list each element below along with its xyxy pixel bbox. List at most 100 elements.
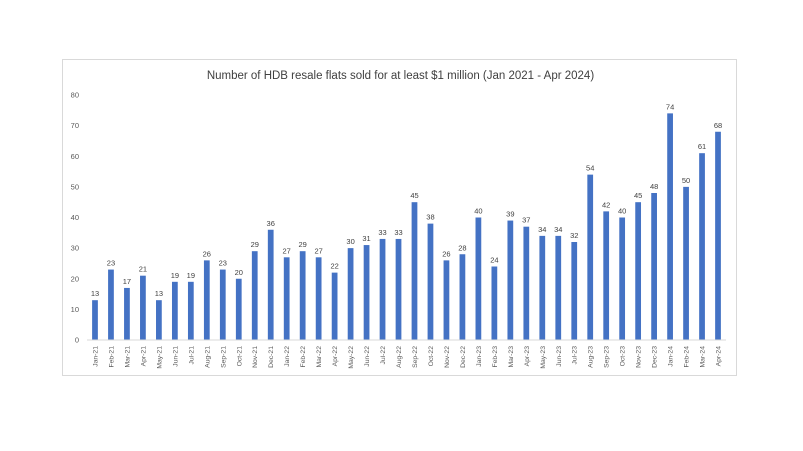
data-label: 48 <box>650 182 658 191</box>
bar-oct-23 <box>619 217 626 340</box>
bar-oct-22 <box>427 223 434 340</box>
data-label: 24 <box>490 256 498 265</box>
chart-container: Number of HDB resale flats sold for at l… <box>62 59 737 376</box>
data-label: 23 <box>107 259 115 268</box>
data-label: 27 <box>314 246 322 255</box>
bar-aug-21 <box>203 260 210 340</box>
y-tick-label: 0 <box>75 336 79 345</box>
chart-title: Number of HDB resale flats sold for at l… <box>207 70 595 82</box>
bar-dec-21 <box>267 229 274 340</box>
x-tick-label: Oct-23 <box>620 346 627 367</box>
bar-jul-21 <box>187 281 194 340</box>
data-label: 34 <box>538 225 546 234</box>
data-label: 29 <box>298 240 306 249</box>
x-tick-label: May-23 <box>540 346 547 369</box>
x-tick-label: Sep-22 <box>412 346 419 368</box>
x-tick-label: Jan-21 <box>92 346 99 367</box>
bar-apr-22 <box>331 272 338 340</box>
x-tick-label: Sep-21 <box>220 346 227 368</box>
data-label: 32 <box>570 231 578 240</box>
x-tick-label: Mar-21 <box>124 346 131 368</box>
data-label: 40 <box>474 207 482 216</box>
bar-aug-22 <box>395 238 402 340</box>
x-tick-label: Feb-24 <box>684 346 691 368</box>
y-tick-label: 70 <box>71 121 79 130</box>
data-label: 13 <box>91 289 99 298</box>
data-label: 54 <box>586 164 594 173</box>
bar-mar-23 <box>507 220 514 340</box>
data-label: 45 <box>634 191 642 200</box>
data-label: 38 <box>426 213 434 222</box>
data-label: 26 <box>442 249 450 258</box>
bar-sep-22 <box>411 202 418 340</box>
bar-apr-24 <box>715 131 721 340</box>
bar-nov-22 <box>443 260 450 340</box>
x-tick-label: Dec-22 <box>460 346 467 368</box>
data-label: 19 <box>187 271 195 280</box>
data-label: 19 <box>171 271 179 280</box>
bar-apr-23 <box>523 226 530 340</box>
x-tick-label: Nov-22 <box>444 346 451 368</box>
data-label: 13 <box>155 289 163 298</box>
y-tick-label: 10 <box>71 305 79 314</box>
x-tick-label: Dec-21 <box>268 346 275 368</box>
bar-nov-23 <box>635 202 642 340</box>
x-tick-label: Nov-23 <box>636 346 643 368</box>
data-label: 34 <box>554 225 562 234</box>
x-tick-label: Sep-23 <box>604 346 611 368</box>
x-tick-label: Jan-22 <box>284 346 291 367</box>
data-label: 20 <box>235 268 243 277</box>
x-tick-label: Jan-24 <box>668 346 675 367</box>
bar-jun-22 <box>363 245 370 340</box>
bar-jul-23 <box>571 242 578 340</box>
x-tick-label: Apr-23 <box>524 346 531 367</box>
bar-dec-23 <box>651 193 657 340</box>
bar-feb-21 <box>108 269 114 340</box>
x-tick-label: Jun-23 <box>556 346 563 367</box>
data-label: 29 <box>251 240 259 249</box>
x-tick-label: Mar-24 <box>700 346 707 368</box>
data-label: 28 <box>458 243 466 252</box>
bar-dec-22 <box>459 254 466 340</box>
x-tick-label: Aug-21 <box>204 346 211 368</box>
data-label: 26 <box>203 249 211 258</box>
data-label: 23 <box>219 259 227 268</box>
bar-aug-23 <box>587 174 594 340</box>
x-tick-label: Dec-23 <box>652 346 659 368</box>
data-label: 40 <box>618 207 626 216</box>
y-tick-label: 30 <box>71 244 79 253</box>
x-tick-label: Feb-22 <box>300 346 307 368</box>
x-tick-label: May-22 <box>348 346 355 369</box>
x-tick-label: Feb-21 <box>108 346 115 368</box>
x-tick-label: Mar-22 <box>316 346 323 368</box>
data-label: 39 <box>506 210 514 219</box>
data-label: 17 <box>123 277 131 286</box>
bar-mar-22 <box>315 257 322 340</box>
bar-oct-21 <box>235 278 242 340</box>
data-label: 45 <box>410 191 418 200</box>
data-label: 33 <box>378 228 386 237</box>
data-label: 42 <box>602 200 610 209</box>
data-label: 50 <box>682 176 690 185</box>
data-label: 74 <box>666 102 674 111</box>
bar-nov-21 <box>251 251 258 340</box>
x-tick-label: Aug-22 <box>396 346 403 368</box>
bar-feb-24 <box>683 186 689 340</box>
x-tick-label: Jan-23 <box>476 346 483 367</box>
data-label: 33 <box>394 228 402 237</box>
x-tick-label: Mar-23 <box>508 346 515 368</box>
bar-jun-23 <box>555 235 562 340</box>
bar-may-23 <box>539 235 546 340</box>
data-label: 37 <box>522 216 530 225</box>
x-tick-label: Oct-22 <box>428 346 435 367</box>
y-axis: 0 10 20 30 40 50 60 70 80 <box>71 91 79 345</box>
bar-jun-21 <box>171 281 178 340</box>
x-tick-label: Jul-23 <box>572 346 579 365</box>
data-label: 61 <box>698 142 706 151</box>
x-tick-label: Nov-21 <box>252 346 259 368</box>
bar-jan-21 <box>92 300 98 340</box>
x-axis: Jan-21 Feb-21 Mar-21 Apr-21 May-21 Jun-21 Jul-… <box>87 339 726 369</box>
x-tick-label: May-21 <box>156 346 163 369</box>
bar-sep-21 <box>219 269 226 340</box>
x-tick-label: Apr-21 <box>140 346 147 367</box>
